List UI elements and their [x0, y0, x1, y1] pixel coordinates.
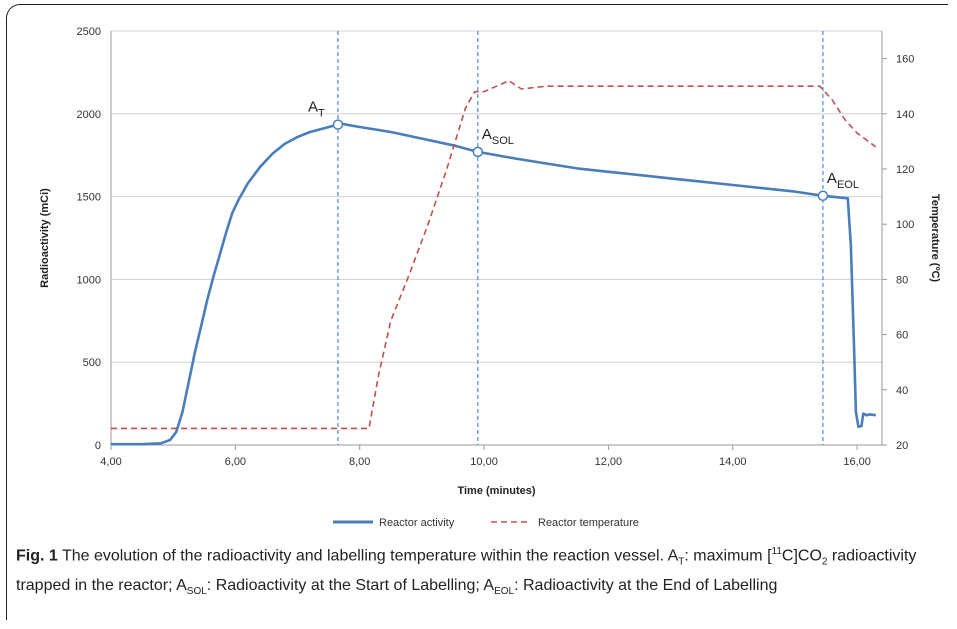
series-line-temperature [111, 79, 877, 430]
marker-point [817, 190, 829, 202]
figure-caption: Fig. 1 The evolution of the radioactivit… [16, 540, 936, 603]
x-tick-label: 6,00 [225, 456, 246, 468]
y-tick-label: 0 [95, 440, 101, 452]
series-line-activity [111, 122, 876, 446]
y2-tick-label: 140 [896, 109, 914, 121]
x-tick-label: 8,00 [349, 456, 370, 468]
caption-sub: EOL [494, 585, 515, 597]
x-tick-label: 12,00 [595, 456, 623, 468]
y-tick-label: 1500 [77, 192, 101, 204]
y-axis-label: Radioactivity (mCi) [39, 188, 51, 288]
x-tick-label: 10,00 [470, 456, 498, 468]
caption-sub: 2 [821, 556, 828, 568]
legend-label-temperature: Reactor temperature [538, 517, 639, 529]
x-tick-label: 14,00 [719, 456, 747, 468]
caption-text: The evolution of the radioactivity and l… [57, 547, 679, 565]
y-tick-label: 2500 [77, 26, 101, 38]
marker-label: AT [308, 99, 325, 120]
x-tick-label: 4,00 [100, 456, 121, 468]
marker-label: AEOL [827, 170, 859, 191]
caption-text: : Radioactivity at the End of Labelling [514, 576, 778, 594]
caption-sub: SOL [186, 585, 207, 597]
figure-frame [6, 4, 948, 620]
y-tick-label: 1000 [77, 274, 101, 286]
y2-axis-label: Temperature (ºC) [929, 194, 941, 282]
y2-tick-label: 120 [896, 164, 914, 176]
marker-label: ASOL [482, 126, 514, 147]
y2-tick-label: 40 [896, 385, 908, 397]
y2-tick-label: 80 [896, 274, 908, 286]
y2-tick-label: 20 [896, 440, 908, 452]
caption-text: C]CO [781, 547, 822, 565]
y2-tick-label: 60 [896, 330, 908, 342]
y-tick-label: 500 [83, 357, 101, 369]
caption-text: radioactivity trapped in the reactor; A [16, 547, 917, 594]
chart: 0 500 1000 1500 2000 2500 20 40 60 80 100 120 140 160… [39, 26, 941, 529]
x-tick-label: 16,00 [843, 456, 871, 468]
caption-fig-label: Fig. 1 [16, 547, 58, 565]
legend-label-activity: Reactor activity [379, 517, 455, 529]
y2-tick-label: 160 [896, 54, 914, 66]
caption-text: : Radioactivity at the Start of Labellin… [206, 576, 495, 594]
caption-sup: 11 [771, 546, 782, 557]
y-tick-label: 2000 [77, 109, 101, 121]
x-axis-label: Time (minutes) [457, 485, 535, 497]
y2-tick-label: 100 [896, 219, 914, 231]
caption-sub: T [678, 556, 685, 568]
marker-point [332, 119, 344, 130]
caption-text: : maximum [ [684, 547, 772, 565]
marker-point [472, 146, 484, 158]
